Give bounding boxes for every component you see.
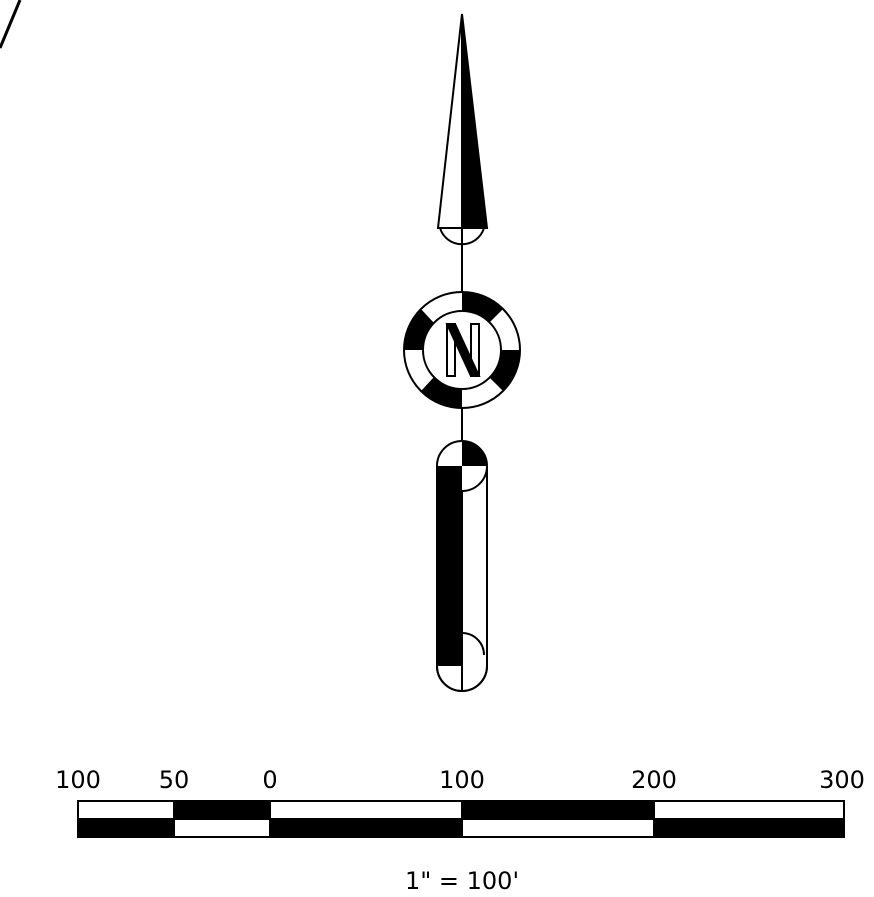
scale-seg-bottom-1: [77, 818, 175, 838]
scale-bar-labels: 100 50 0 100 200 300: [55, 766, 865, 794]
tail-cap-quadrant-tr: [462, 441, 487, 466]
scale-bar-segments: [77, 800, 845, 838]
scale-seg-top-5: [653, 800, 845, 820]
compass-rose: N: [403, 291, 521, 409]
scale-seg-bottom-3: [269, 818, 463, 838]
scale-seg-bottom-4: [461, 818, 655, 838]
scale-label-200: 200: [631, 766, 677, 794]
north-arrow-tail: [436, 440, 488, 692]
scale-ratio-label: 1" = 100': [405, 867, 519, 895]
scale-seg-top-3: [269, 800, 463, 820]
scale-seg-bottom-5: [653, 818, 845, 838]
north-arrow-needle: [436, 13, 489, 229]
scale-label-300: 300: [819, 766, 865, 794]
north-letter-glyph: [445, 323, 481, 377]
scale-seg-top-2: [173, 800, 271, 820]
needle-white-half: [436, 13, 463, 229]
scale-bar: 100 50 0 100 200 300 1" = 100': [55, 766, 865, 895]
scale-seg-top-1: [77, 800, 175, 820]
tail-bottom-arc: [436, 665, 488, 692]
tail-bottom-inner-arc: [439, 632, 485, 656]
north-arrow: N: [403, 13, 521, 692]
needle-tail-arc: [439, 227, 485, 246]
ring-segment-bottom: [421, 377, 462, 408]
scale-label-100: 100: [439, 766, 485, 794]
ring-segment-right: [489, 350, 520, 391]
scale-seg-bottom-2: [173, 818, 271, 838]
scale-label-100-left: 100: [55, 766, 101, 794]
ring-segment-left: [404, 309, 434, 350]
needle-black-half: [461, 13, 489, 229]
scale-label-50: 50: [159, 766, 190, 794]
border-corner-line: [0, 0, 22, 49]
ring-segment-top: [462, 292, 503, 323]
scale-label-0: 0: [262, 766, 277, 794]
scale-seg-top-4: [461, 800, 655, 820]
